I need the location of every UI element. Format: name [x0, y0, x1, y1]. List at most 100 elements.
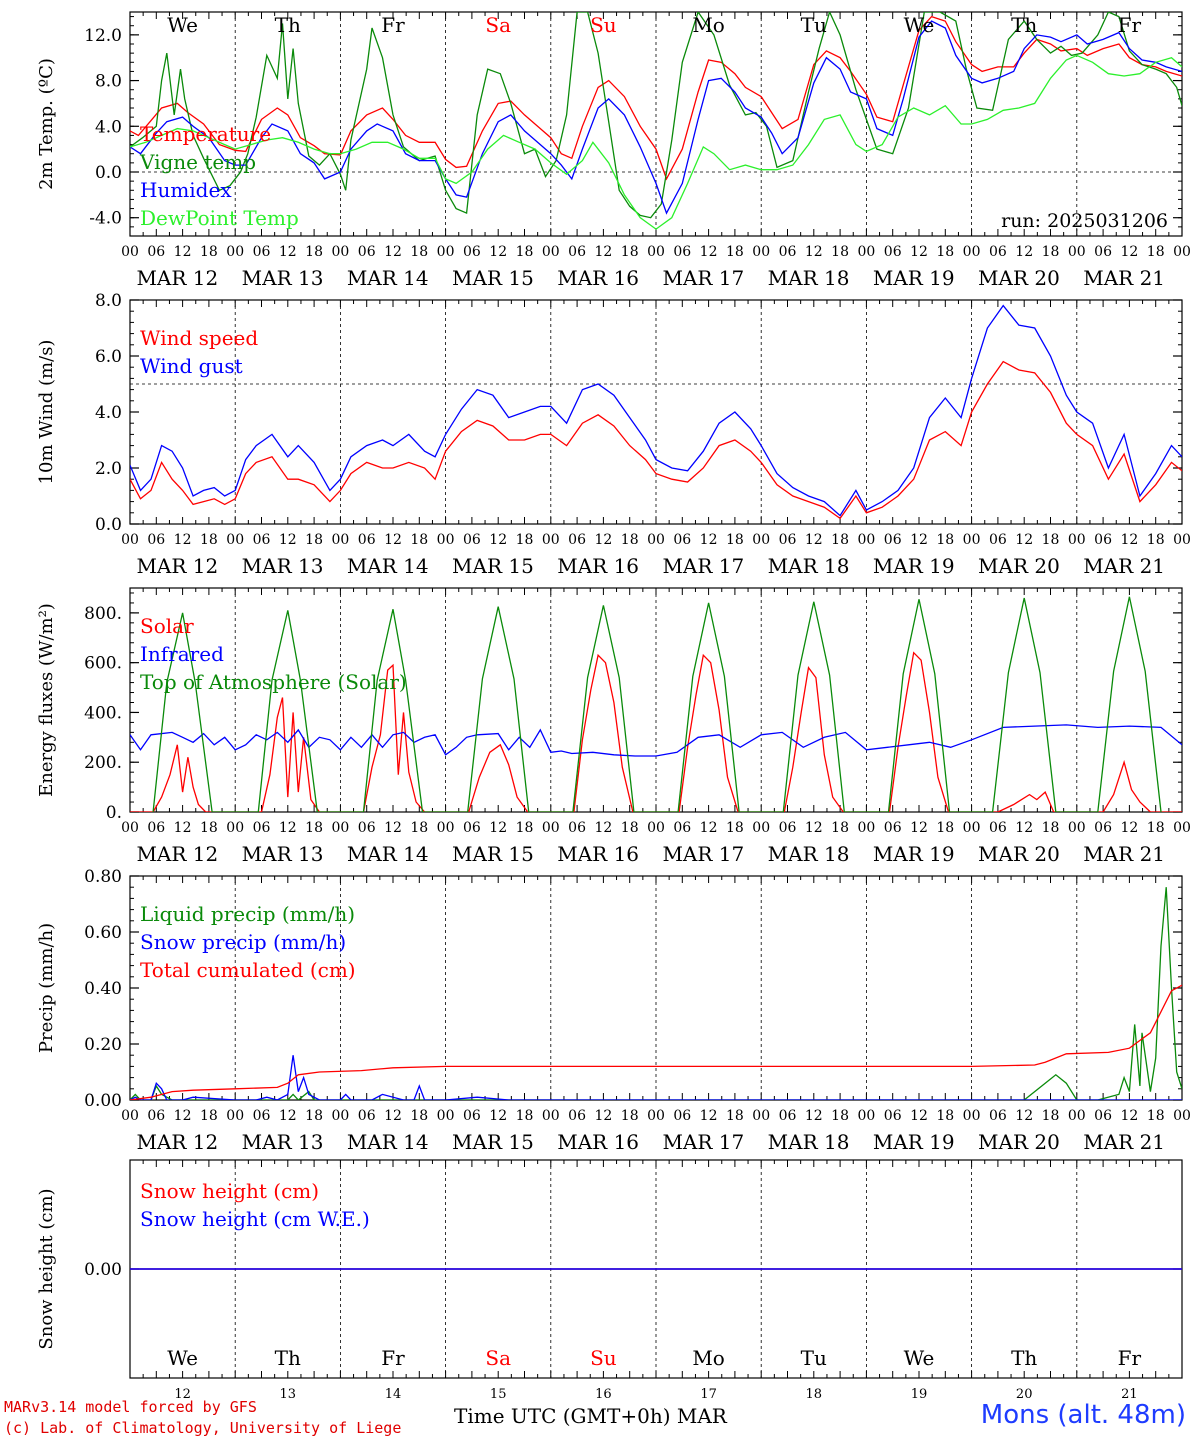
- weekday-label: Fr: [381, 13, 405, 37]
- hour-tick-label: 00: [1068, 1108, 1086, 1124]
- date-label: MAR 18: [768, 554, 850, 578]
- legend-entry: Snow height (cm): [140, 1179, 319, 1203]
- y-axis-label: Precip (mm/h): [36, 923, 57, 1053]
- date-label: MAR 18: [768, 266, 850, 290]
- date-label: MAR 20: [978, 1130, 1060, 1154]
- date-label: MAR 12: [136, 842, 218, 866]
- y-tick-label: 0.: [106, 803, 122, 823]
- hour-tick-label: 06: [463, 532, 481, 548]
- series-vigne-temp-line: [130, 12, 1182, 219]
- date-label: MAR 13: [242, 266, 324, 290]
- date-label: MAR 14: [347, 1130, 429, 1154]
- hour-tick-label: 12: [700, 532, 718, 548]
- hour-tick-label: 12: [700, 820, 718, 836]
- day-number-label: 18: [806, 1387, 823, 1402]
- hour-tick-label: 06: [989, 820, 1007, 836]
- plot-frame: [129, 11, 1183, 237]
- y-tick-label: 0.40: [84, 979, 122, 999]
- hour-tick-label: 00: [331, 1108, 349, 1124]
- hour-tick-label: 12: [700, 244, 718, 260]
- hour-tick-label: 00: [857, 820, 875, 836]
- hour-tick-label: 06: [463, 820, 481, 836]
- hour-tick-label: 00: [226, 820, 244, 836]
- date-label: MAR 16: [557, 842, 639, 866]
- hour-tick-label: 12: [174, 532, 192, 548]
- hour-tick-label: 06: [358, 1108, 376, 1124]
- hour-tick-label: 00: [857, 1108, 875, 1124]
- lab-credit: (c) Lab. of Climatology, University of L…: [4, 1419, 402, 1437]
- hour-tick-label: 12: [489, 244, 507, 260]
- series-solar-line: [130, 651, 1182, 812]
- weekday-label: Fr: [381, 1346, 405, 1370]
- hour-tick-label: 18: [1147, 244, 1165, 260]
- series-top-of-atmosphere-solar-line: [152, 596, 1162, 812]
- day-number-label: 14: [385, 1387, 402, 1402]
- hour-tick-label: 12: [384, 532, 402, 548]
- series-infrared-line: [130, 724, 1182, 757]
- hour-tick-label: 18: [305, 532, 323, 548]
- day-number-label: 16: [595, 1387, 612, 1402]
- plot-frame: [129, 299, 1183, 525]
- hour-tick-label: 18: [936, 532, 954, 548]
- hour-tick-label: 18: [516, 244, 534, 260]
- legend-entry: Top of Atmosphere (Solar): [140, 670, 407, 694]
- hour-tick-label: 18: [305, 244, 323, 260]
- weekday-label: Mo: [692, 13, 725, 37]
- weekday-label: Tu: [801, 1346, 827, 1370]
- legend-entry: Temperature: [140, 122, 271, 146]
- hour-tick-label: 00: [226, 532, 244, 548]
- x-axis-title: Time UTC (GMT+0h) MAR: [454, 1404, 727, 1428]
- hour-tick-label: 06: [779, 1108, 797, 1124]
- hour-tick-label: 12: [384, 1108, 402, 1124]
- hour-tick-label: 00: [331, 244, 349, 260]
- hour-tick-label: 00: [963, 244, 981, 260]
- run-annotation: run: 2025031206: [1001, 210, 1168, 232]
- panel-4: 0.00 0.20 0.40 0.60 0.80 Precip (mm/h) Liquid …: [36, 867, 1191, 1154]
- y-tick-label: 0.0: [95, 515, 122, 535]
- date-label: MAR 21: [1083, 554, 1165, 578]
- hour-tick-label: 12: [489, 1108, 507, 1124]
- weekday-label: Sa: [485, 1346, 511, 1370]
- series-wind-gust-line: [130, 304, 1182, 517]
- hour-tick-label: 00: [542, 820, 560, 836]
- hour-tick-label: 06: [884, 532, 902, 548]
- hour-tick-label: 06: [673, 244, 691, 260]
- hour-tick-label: 12: [384, 244, 402, 260]
- legend-entry: Humidex: [140, 178, 232, 202]
- hour-tick-label: 12: [279, 532, 297, 548]
- station-name: Mons (alt. 48m): [980, 1400, 1186, 1430]
- hour-tick-label: 12: [384, 820, 402, 836]
- panel-3: 0. 200. 400. 600. 800. Energy fluxes (W/m²) So…: [36, 587, 1191, 866]
- weekday-label: Su: [590, 1346, 617, 1370]
- date-label: MAR 20: [978, 266, 1060, 290]
- hour-tick-label: 18: [621, 532, 639, 548]
- weekday-label: We: [167, 13, 198, 37]
- date-label: MAR 17: [662, 266, 744, 290]
- hour-tick-label: 18: [410, 244, 428, 260]
- day-number-label: 19: [911, 1387, 928, 1402]
- legend-entry: Liquid precip (mm/h): [140, 902, 355, 926]
- hour-tick-label: 06: [147, 532, 165, 548]
- legend-entry: Snow height (cm W.E.): [140, 1207, 370, 1231]
- hour-tick-label: 06: [568, 532, 586, 548]
- hour-tick-label: 12: [174, 244, 192, 260]
- hour-tick-label: 00: [752, 1108, 770, 1124]
- hour-tick-label: 12: [594, 820, 612, 836]
- hour-tick-label: 18: [200, 532, 218, 548]
- hour-tick-label: 00: [1068, 820, 1086, 836]
- legend-entry: Vigne temp: [139, 150, 256, 174]
- hour-tick-label: 12: [1015, 1108, 1033, 1124]
- day-number-label: 13: [280, 1387, 297, 1402]
- y-tick-label: 12.0: [84, 26, 122, 46]
- hour-tick-label: 12: [805, 820, 823, 836]
- hour-tick-label: 06: [884, 820, 902, 836]
- weekday-label: We: [904, 1346, 935, 1370]
- date-label: MAR 20: [978, 554, 1060, 578]
- y-axis-label: Energy fluxes (W/m²): [36, 603, 57, 797]
- hour-tick-label: 00: [437, 1108, 455, 1124]
- hour-tick-label: 06: [1094, 1108, 1112, 1124]
- hour-tick-label: 06: [463, 1108, 481, 1124]
- date-label: MAR 12: [136, 554, 218, 578]
- date-label: MAR 15: [452, 842, 534, 866]
